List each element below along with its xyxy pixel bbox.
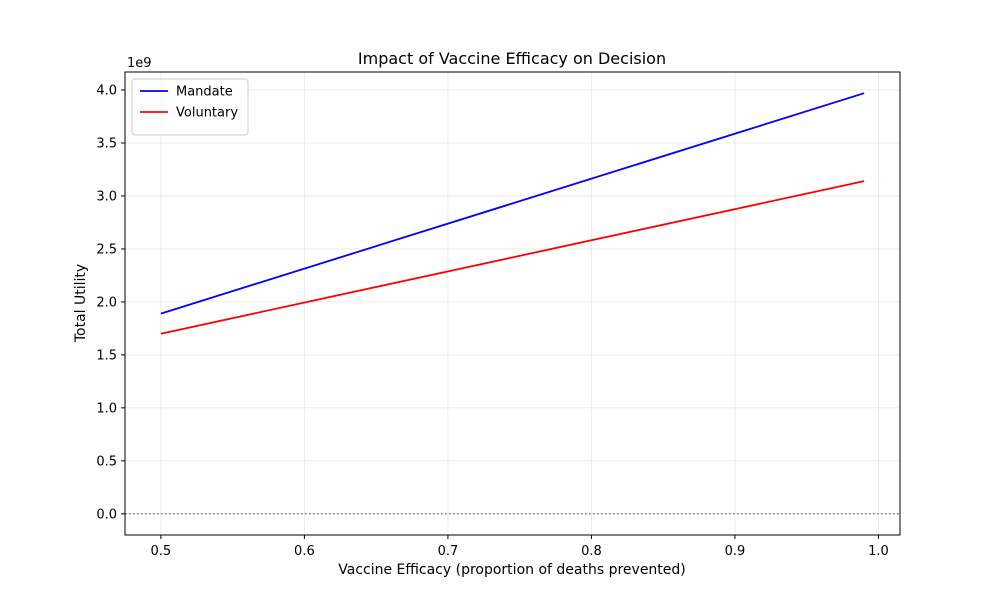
x-axis-label: Vaccine Efficacy (proportion of deaths p… [338, 562, 686, 578]
legend-box [131, 78, 249, 136]
y-tick-label: 0.0 [96, 507, 117, 522]
series-line-mandate [160, 92, 865, 315]
chart-title: Impact of Vaccine Efficacy on Decision [358, 49, 666, 68]
y-tick-label: 1.0 [96, 401, 117, 416]
plot-frame [124, 71, 901, 536]
x-tick-label: 0.6 [294, 544, 315, 559]
legend-label-voluntary: Voluntary [176, 106, 238, 121]
x-axis: 0.5 0.6 0.7 0.8 0.9 1.0 [151, 535, 889, 559]
x-tick-label: 1.0 [868, 544, 889, 559]
legend: Mandate Voluntary [131, 78, 249, 136]
y-axis-offset-label: 1e9 [127, 56, 152, 71]
y-tick-label: 0.5 [96, 454, 117, 469]
x-tick-label: 0.9 [725, 544, 746, 559]
y-axis-label: Total Utility [73, 264, 89, 343]
x-tick-label: 0.7 [438, 544, 459, 559]
y-tick-label: 2.5 [96, 242, 117, 257]
y-tick-label: 1.5 [96, 348, 117, 363]
y-axis: 0.0 0.5 1.0 1.5 2.0 2.5 3.0 3.5 4.0 [96, 84, 125, 522]
x-tick-label: 0.8 [581, 544, 602, 559]
y-tick-label: 3.5 [96, 136, 117, 151]
y-tick-label: 2.0 [96, 295, 117, 310]
grid [125, 72, 900, 535]
series-line-voluntary [160, 180, 865, 335]
y-tick-label: 4.0 [96, 84, 117, 99]
x-tick-label: 0.5 [151, 544, 172, 559]
y-tick-label: 3.0 [96, 189, 117, 204]
series-group [160, 92, 865, 335]
legend-label-mandate: Mandate [176, 85, 233, 100]
